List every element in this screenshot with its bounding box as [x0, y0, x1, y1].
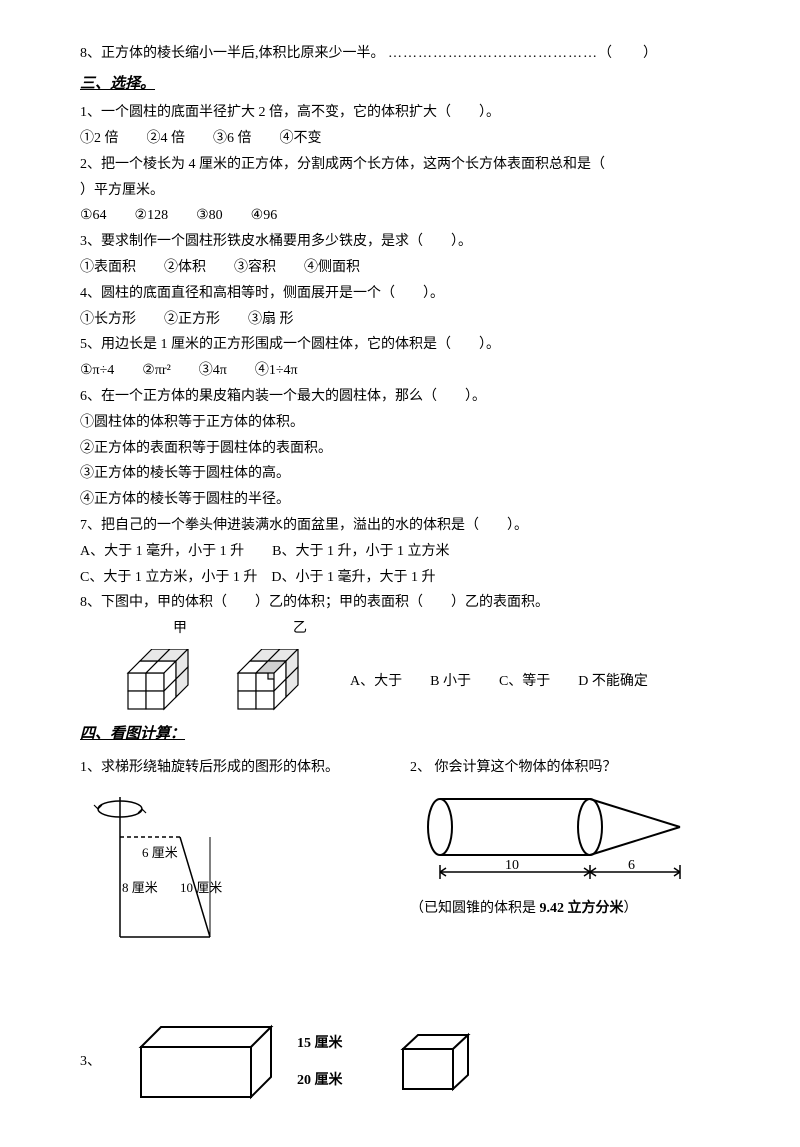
label-yi: 乙: [260, 617, 340, 641]
s3-q2b: ）平方厘米。: [80, 179, 740, 203]
cuboid-large-icon: [131, 1017, 291, 1107]
s3-q6b: ②正方体的表面积等于圆柱体的表面积。: [80, 437, 740, 461]
dim-20: 20 厘米: [297, 1069, 343, 1093]
cone-note: （已知圆锥的体积是 9.42 立方分米）: [410, 897, 710, 921]
s3-q4-opts: ①长方形 ②正方形 ③扇 形: [80, 308, 740, 332]
cube-jia-icon: [120, 649, 200, 714]
dim-6: 6 厘米: [142, 845, 178, 860]
note-b: 9.42 立方分米: [540, 901, 624, 916]
cylinder-cone-figure: 10 6 （已知圆锥的体积是 9.42 立方分米）: [410, 787, 710, 957]
s3-q6: 6、在一个正方体的果皮箱内装一个最大的圆柱体，那么（ ）。: [80, 385, 740, 409]
s4-figs: 6 厘米 8 厘米 10 厘米: [80, 787, 740, 957]
s3-q6a: ①圆柱体的体积等于正方体的体积。: [80, 411, 740, 435]
page: 8、正方体的棱长缩小一半后,体积比原来少一半。 ……………………………………（ …: [0, 0, 800, 1147]
s4-q2: 2、 你会计算这个物体的体积吗？: [410, 756, 617, 780]
section-4-title: 四、看图计算：: [80, 722, 740, 748]
s4-q3: 3、: [80, 1050, 101, 1074]
s3-q4: 4、圆柱的底面直径和高相等时，侧面展开是一个（ ）。: [80, 282, 740, 306]
dim-10: 10 厘米: [180, 880, 222, 895]
section-3-title: 三、选择。: [80, 72, 740, 98]
dim-8: 8 厘米: [122, 880, 158, 895]
s3-q7: 7、把自己的一个拳头伸进装满水的面盆里，溢出的水的体积是（ ）。: [80, 514, 740, 538]
s3-q6d: ④正方体的棱长等于圆柱的半径。: [80, 488, 740, 512]
s3-q8-opts: A、大于 B 小于 C、等于 D 不能确定: [350, 670, 648, 694]
cube-figures: 甲 乙: [80, 617, 740, 714]
s4-row1: 1、求梯形绕轴旋转后形成的图形的体积。 2、 你会计算这个物体的体积吗？: [80, 756, 740, 780]
trapezoid-figure: 6 厘米 8 厘米 10 厘米: [80, 787, 380, 957]
s3-q7a: A、大于 1 毫升，小于 1 升 B、大于 1 升，小于 1 立方米: [80, 540, 740, 564]
s3-q1-opts: ①2 倍 ②4 倍 ③6 倍 ④不变: [80, 127, 740, 151]
s4-q1: 1、求梯形绕轴旋转后形成的图形的体积。: [80, 756, 380, 780]
cube-yi-icon: [230, 649, 310, 714]
q8-text: 8、正方体的棱长缩小一半后,体积比原来少一半。: [80, 46, 385, 61]
dim-cone-6: 6: [628, 858, 635, 873]
s3-q5-opts: ①π÷4 ②πr² ③4π ④1÷4π: [80, 359, 740, 383]
s3-q6c: ③正方体的棱长等于圆柱体的高。: [80, 462, 740, 486]
s3-q2-opts: ①64 ②128 ③80 ④96: [80, 204, 740, 228]
s3-q3: 3、要求制作一个圆柱形铁皮水桶要用多少铁皮，是求（ ）。: [80, 230, 740, 254]
s3-q7b: C、大于 1 立方米，小于 1 升 D、小于 1 毫升，大于 1 升: [80, 566, 740, 590]
label-jia: 甲: [140, 617, 220, 641]
note-post: ）: [624, 901, 638, 916]
s4-q3-row: 3、 15 厘米 20 厘米: [80, 1017, 740, 1107]
s3-q1: 1、一个圆柱的底面半径扩大 2 倍，高不变，它的体积扩大（ ）。: [80, 101, 740, 125]
s3-q5: 5、用边长是 1 厘米的正方形围成一个圆柱体，它的体积是（ ）。: [80, 333, 740, 357]
question-8-tf: 8、正方体的棱长缩小一半后,体积比原来少一半。 ……………………………………（ …: [80, 42, 740, 66]
cuboid-small-icon: [393, 1027, 483, 1097]
s3-q2a: 2、把一个棱长为 4 厘米的正方体，分割成两个长方体，这两个长方体表面积总和是（: [80, 153, 740, 177]
s3-q3-opts: ①表面积 ②体积 ③容积 ④侧面积: [80, 256, 740, 280]
dim-cyl-10: 10: [505, 858, 519, 873]
dim-15: 15 厘米: [297, 1032, 343, 1056]
q8-dots: ……………………………………（ ）: [388, 46, 658, 61]
s3-q8: 8、下图中，甲的体积（ ）乙的体积；甲的表面积（ ）乙的表面积。: [80, 591, 740, 615]
note-pre: （已知圆锥的体积是: [410, 901, 540, 916]
